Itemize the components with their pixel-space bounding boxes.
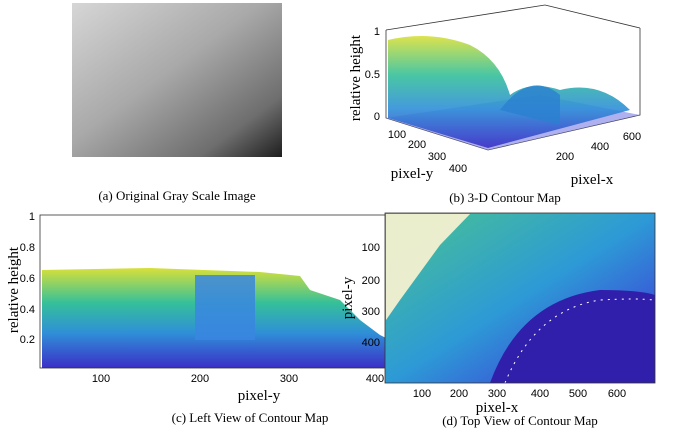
y-tick: 0.4: [20, 304, 35, 316]
x-tick: 500: [569, 388, 587, 400]
y-tick: 100: [362, 242, 380, 254]
y-tick: 400: [362, 337, 380, 349]
y-tick: 1: [29, 211, 35, 223]
x-tick: 600: [623, 131, 641, 143]
y-tick: 100: [388, 129, 406, 141]
z-tick: 0.5: [365, 69, 380, 81]
x-tick: 400: [531, 388, 549, 400]
y-tick: 200: [362, 275, 380, 287]
x-tick: 300: [488, 388, 506, 400]
y-tick: 300: [362, 306, 380, 318]
x-tick: 400: [591, 141, 609, 153]
top-view: [384, 212, 656, 384]
y-tick: 400: [449, 163, 467, 175]
gray-image: [72, 3, 282, 157]
x-label: pixel-x: [476, 400, 519, 416]
y-label: pixel-y: [391, 166, 434, 182]
x-label: pixel-x: [571, 172, 614, 188]
y-tick: 0.8: [20, 242, 35, 254]
left-view: [39, 214, 479, 369]
x-tick: 200: [450, 388, 468, 400]
x-tick: 400: [366, 373, 384, 385]
z-tick: 0: [374, 111, 380, 123]
x-tick: 100: [413, 388, 431, 400]
x-tick: 100: [92, 373, 110, 385]
caption: (d) Top View of Contour Map: [442, 413, 598, 428]
y-tick: 0.2: [20, 334, 35, 346]
z-tick: 1: [374, 26, 380, 38]
caption: (b) 3-D Contour Map: [449, 190, 561, 205]
x-tick: 200: [556, 151, 574, 163]
surface-3d: [385, 4, 641, 151]
y-label: pixel-y: [340, 276, 356, 319]
x-tick: 200: [191, 373, 209, 385]
y-tick: 300: [428, 151, 446, 163]
z-label: relative height: [348, 34, 364, 121]
x-tick: 600: [608, 388, 626, 400]
y-tick: 200: [408, 139, 426, 151]
caption: (c) Left View of Contour Map: [172, 410, 329, 425]
x-tick: 300: [280, 373, 298, 385]
x-label: pixel-y: [238, 388, 281, 404]
caption: (a) Original Gray Scale Image: [98, 188, 256, 203]
y-label: relative height: [6, 246, 22, 333]
y-tick: 0.6: [20, 273, 35, 285]
ticks: 1 0.8 0.6 0.4 0.2 100 200 300 400: [20, 211, 384, 385]
